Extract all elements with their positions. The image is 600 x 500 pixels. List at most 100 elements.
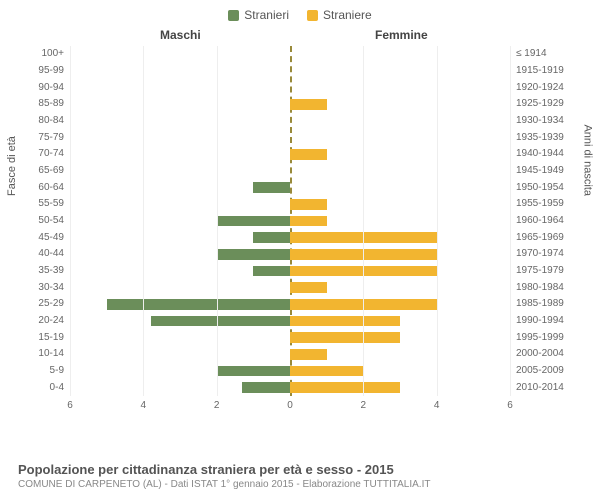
age-row [70, 196, 510, 213]
y-tick-age: 5-9 [20, 366, 64, 376]
age-row [70, 329, 510, 346]
y-tick-birth: 1995-1999 [516, 333, 564, 343]
age-row [70, 129, 510, 146]
y-tick-birth: 1960-1964 [516, 216, 564, 226]
bar-female [290, 149, 327, 160]
y-tick-birth: 1915-1919 [516, 66, 564, 76]
y-tick-age: 60-64 [20, 183, 64, 193]
y-tick-birth: 1920-1924 [516, 83, 564, 93]
gridline [70, 46, 71, 396]
bar-male [217, 366, 290, 377]
age-row [70, 296, 510, 313]
x-tick: 6 [67, 400, 73, 411]
y-tick-age: 65-69 [20, 166, 64, 176]
age-row [70, 246, 510, 263]
y-tick-age: 40-44 [20, 249, 64, 259]
y-tick-birth: 1985-1989 [516, 299, 564, 309]
age-row [70, 79, 510, 96]
y-tick-age: 70-74 [20, 149, 64, 159]
y-axis-title-right: Anni di nascita [582, 124, 594, 196]
gridline [510, 46, 511, 396]
bar-female [290, 316, 400, 327]
age-row [70, 213, 510, 230]
y-tick-age: 75-79 [20, 133, 64, 143]
plot-area [70, 46, 510, 396]
bar-male [217, 249, 290, 260]
bar-female [290, 332, 400, 343]
age-row [70, 63, 510, 80]
footer-title: Popolazione per cittadinanza straniera p… [18, 462, 582, 477]
age-row [70, 229, 510, 246]
y-tick-birth: 2005-2009 [516, 366, 564, 376]
y-tick-age: 90-94 [20, 83, 64, 93]
y-tick-birth: 1950-1954 [516, 183, 564, 193]
y-tick-age: 85-89 [20, 99, 64, 109]
chart-footer: Popolazione per cittadinanza straniera p… [18, 462, 582, 490]
x-tick: 6 [507, 400, 513, 411]
bar-rows [70, 46, 510, 396]
bar-male [151, 316, 290, 327]
age-row [70, 146, 510, 163]
age-row [70, 263, 510, 280]
y-tick-age: 45-49 [20, 233, 64, 243]
age-row [70, 113, 510, 130]
y-tick-age: 20-24 [20, 316, 64, 326]
bar-female [290, 366, 363, 377]
y-tick-birth: 1925-1929 [516, 99, 564, 109]
y-tick-birth: 1980-1984 [516, 283, 564, 293]
x-tick: 0 [287, 400, 293, 411]
gridline [217, 46, 218, 396]
y-tick-birth: ≤ 1914 [516, 49, 547, 59]
legend-swatch-female [307, 10, 318, 21]
y-tick-age: 30-34 [20, 283, 64, 293]
bar-female [290, 282, 327, 293]
y-tick-birth: 2010-2014 [516, 383, 564, 393]
y-tick-birth: 1930-1934 [516, 116, 564, 126]
gridline [437, 46, 438, 396]
legend-label-female: Straniere [323, 8, 372, 22]
column-header-male: Maschi [160, 28, 201, 42]
age-row [70, 313, 510, 330]
y-tick-age: 0-4 [20, 383, 64, 393]
y-tick-age: 55-59 [20, 199, 64, 209]
bar-male [217, 216, 290, 227]
gridline [143, 46, 144, 396]
y-tick-age: 50-54 [20, 216, 64, 226]
y-axis-title-left: Fasce di età [6, 136, 18, 196]
y-tick-birth: 1940-1944 [516, 149, 564, 159]
x-tick: 2 [214, 400, 220, 411]
y-tick-birth: 1965-1969 [516, 233, 564, 243]
pyramid-chart: Maschi Femmine Fasce di età Anni di nasc… [20, 24, 580, 424]
age-row [70, 379, 510, 396]
legend: Stranieri Straniere [0, 0, 600, 24]
legend-item-female: Straniere [307, 8, 372, 22]
y-tick-birth: 1955-1959 [516, 199, 564, 209]
age-row [70, 46, 510, 63]
bar-male [253, 232, 290, 243]
y-tick-age: 10-14 [20, 349, 64, 359]
age-row [70, 363, 510, 380]
age-row [70, 163, 510, 180]
y-tick-age: 80-84 [20, 116, 64, 126]
y-tick-age: 35-39 [20, 266, 64, 276]
legend-swatch-male [228, 10, 239, 21]
bar-male [253, 182, 290, 193]
column-header-female: Femmine [375, 28, 428, 42]
y-tick-birth: 1975-1979 [516, 266, 564, 276]
y-tick-age: 100+ [20, 49, 64, 59]
bar-female [290, 382, 400, 393]
gridline [363, 46, 364, 396]
y-tick-age: 95-99 [20, 66, 64, 76]
x-tick: 2 [361, 400, 367, 411]
bar-female [290, 199, 327, 210]
bar-male [253, 266, 290, 277]
bar-female [290, 349, 327, 360]
legend-label-male: Stranieri [244, 8, 289, 22]
age-row [70, 279, 510, 296]
age-row [70, 346, 510, 363]
y-tick-birth: 1970-1974 [516, 249, 564, 259]
age-row [70, 96, 510, 113]
y-tick-birth: 1935-1939 [516, 133, 564, 143]
bar-female [290, 216, 327, 227]
bar-male [242, 382, 290, 393]
